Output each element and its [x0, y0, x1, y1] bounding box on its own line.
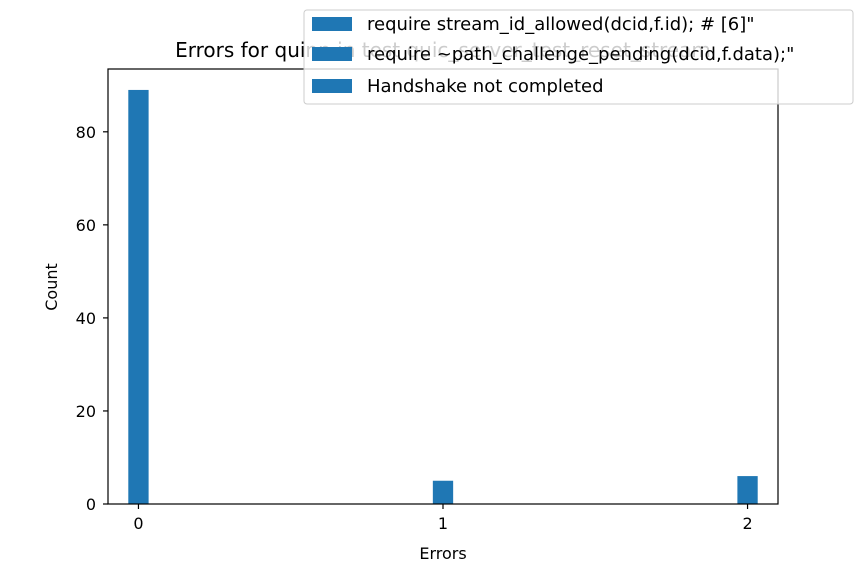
y-tick-label: 60 [76, 216, 96, 235]
legend-label-2: Handshake not completed [367, 76, 604, 97]
y-axis-label: Count [42, 263, 61, 311]
legend-swatch-1 [312, 47, 352, 61]
y-tick-label: 40 [76, 309, 96, 328]
y-ticks: 0 20 40 60 80 [76, 123, 108, 514]
legend-box [303, 9, 854, 105]
legend-swatch-0 [312, 17, 352, 31]
legend-label-1: require ~path_challenge_pending(dcid,f.d… [367, 44, 794, 65]
legend-label-0: require stream_id_allowed(dcid,f.id); # … [367, 14, 755, 35]
legend: require stream_id_allowed(dcid,f.id); # … [303, 9, 854, 105]
bars-layer [128, 89, 758, 504]
bar-series-0 [128, 89, 149, 504]
x-tick-label: 2 [742, 514, 752, 533]
x-axis-label: Errors [419, 544, 466, 563]
y-tick-label: 20 [76, 402, 96, 421]
x-ticks: 0 1 2 [133, 504, 753, 533]
x-tick-label: 1 [438, 514, 448, 533]
x-tick-label: 0 [133, 514, 143, 533]
legend-swatch-2 [312, 79, 352, 93]
bar-series-1 [432, 480, 454, 504]
y-tick-label: 80 [76, 123, 96, 142]
bar-series-2 [737, 476, 758, 504]
y-tick-label: 0 [86, 495, 96, 514]
